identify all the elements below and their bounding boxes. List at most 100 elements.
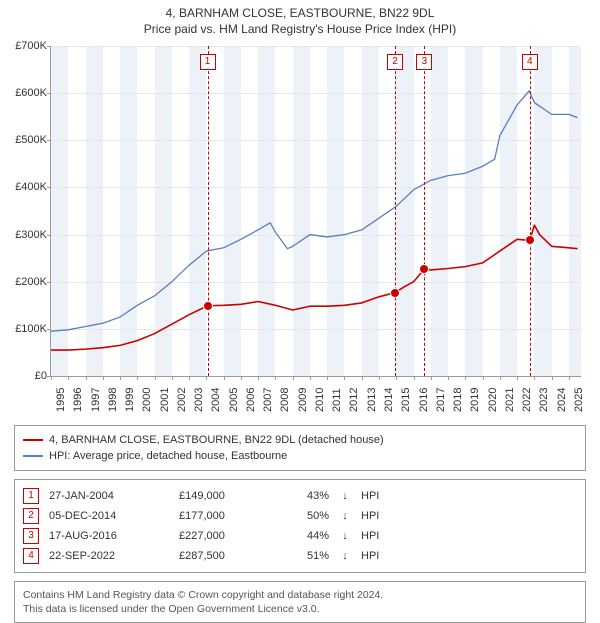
x-tick [206,376,207,380]
down-arrow-icon: ↓ [339,486,351,506]
sale-pct: 44% [279,526,329,546]
sale-point [204,302,212,310]
x-tick-label: 2024 [556,388,568,412]
x-tick [224,376,225,380]
sale-marker-line [530,46,531,376]
sale-hpi-label: HPI [361,546,577,566]
x-tick-label: 2010 [314,388,326,412]
y-tick [47,140,51,141]
sale-marker-line [395,46,396,376]
x-tick-label: 2020 [487,388,499,412]
sale-price: £287,500 [179,546,269,566]
x-tick-label: 1996 [72,388,84,412]
sale-point [526,236,534,244]
x-tick [86,376,87,380]
x-tick-label: 2006 [245,388,257,412]
legend-item: 4, BARNHAM CLOSE, EASTBOURNE, BN22 9DL (… [23,432,577,448]
down-arrow-icon: ↓ [339,506,351,526]
x-tick [155,376,156,380]
x-tick-label: 2014 [383,388,395,412]
x-tick-label: 2012 [348,388,360,412]
sale-marker-label: 3 [416,54,432,70]
x-tick [103,376,104,380]
sale-row: 127-JAN-2004£149,00043%↓HPI [23,486,577,506]
footer-box: Contains HM Land Registry data © Crown c… [14,581,586,623]
sale-point [420,265,428,273]
sale-date: 17-AUG-2016 [49,526,169,546]
sale-price: £149,000 [179,486,269,506]
x-tick [483,376,484,380]
footer-line-1: Contains HM Land Registry data © Crown c… [23,588,577,602]
sale-row: 317-AUG-2016£227,00044%↓HPI [23,526,577,546]
sale-row: 422-SEP-2022£287,50051%↓HPI [23,546,577,566]
y-tick [47,187,51,188]
sale-pct: 43% [279,486,329,506]
x-tick [431,376,432,380]
x-tick-label: 2009 [297,388,309,412]
sale-point [391,289,399,297]
x-tick [310,376,311,380]
x-tick-label: 2013 [366,388,378,412]
sale-pct: 50% [279,506,329,526]
x-tick [275,376,276,380]
x-tick-label: 2018 [452,388,464,412]
x-tick [465,376,466,380]
x-tick [293,376,294,380]
x-tick-label: 2004 [210,388,222,412]
legend-swatch [23,455,43,457]
x-tick [362,376,363,380]
y-tick-label: £0 [3,370,47,382]
legend-label: HPI: Average price, detached house, East… [49,448,287,464]
legend-label: 4, BARNHAM CLOSE, EASTBOURNE, BN22 9DL (… [49,432,384,448]
sale-price: £227,000 [179,526,269,546]
x-tick [534,376,535,380]
footer-line-2: This data is licensed under the Open Gov… [23,602,577,616]
sale-marker-label: 4 [522,54,538,70]
sale-hpi-label: HPI [361,506,577,526]
x-tick [327,376,328,380]
sale-marker-label: 1 [200,54,216,70]
x-tick [396,376,397,380]
x-tick-label: 1995 [55,388,67,412]
x-tick-label: 2015 [400,388,412,412]
sale-price: £177,000 [179,506,269,526]
x-tick-label: 2017 [435,388,447,412]
x-tick-label: 2002 [176,388,188,412]
x-tick-label: 2021 [504,388,516,412]
sale-num: 4 [23,548,39,564]
y-tick [47,46,51,47]
x-tick [379,376,380,380]
y-tick-label: £100K [3,323,47,335]
x-tick-label: 1999 [124,388,136,412]
x-tick-label: 2011 [331,388,343,412]
y-tick-label: £200K [3,276,47,288]
x-tick [137,376,138,380]
legend-box: 4, BARNHAM CLOSE, EASTBOURNE, BN22 9DL (… [14,425,586,471]
y-tick [47,329,51,330]
x-tick [569,376,570,380]
sale-num: 2 [23,508,39,524]
y-tick-label: £600K [3,87,47,99]
y-tick [47,282,51,283]
sale-marker-line [424,46,425,376]
sale-hpi-label: HPI [361,526,577,546]
x-tick-label: 2016 [418,388,430,412]
series-line [51,225,578,350]
x-tick-label: 2019 [469,388,481,412]
chart-svg [51,46,581,376]
x-tick [500,376,501,380]
x-tick [51,376,52,380]
y-tick [47,93,51,94]
y-tick-label: £300K [3,229,47,241]
container: 4, BARNHAM CLOSE, EASTBOURNE, BN22 9DL P… [0,0,600,620]
chart-area: £0£100K£200K£300K£400K£500K£600K£700K199… [50,46,581,377]
x-tick [448,376,449,380]
x-tick [258,376,259,380]
x-tick-label: 1997 [90,388,102,412]
legend-swatch [23,439,43,441]
down-arrow-icon: ↓ [339,546,351,566]
x-tick [552,376,553,380]
sale-date: 05-DEC-2014 [49,506,169,526]
x-tick-label: 2007 [262,388,274,412]
x-tick-label: 2025 [573,388,585,412]
